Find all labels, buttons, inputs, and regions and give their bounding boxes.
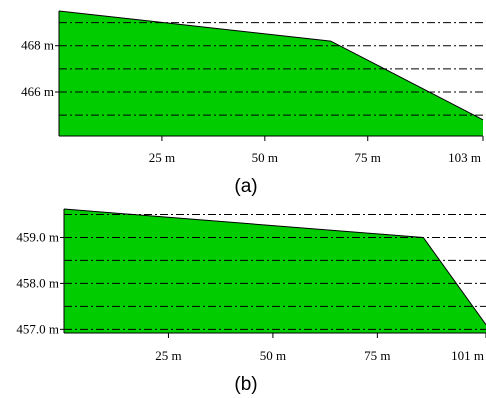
panel-caption-b: (b) xyxy=(234,374,257,395)
x-tick-label-b-1: 50 m xyxy=(260,348,286,363)
x-tick-label-a-3: 103 m xyxy=(448,150,481,165)
panel-caption-a: (a) xyxy=(234,176,257,197)
y-tick-label-a-1: 466 m xyxy=(21,84,54,99)
x-tick-label-a-0: 25 m xyxy=(149,150,175,165)
y-tick-label-b-2: 457.0 m xyxy=(16,321,59,336)
chart-panel-a: 468 m 466 m 25 m 50 m 75 m 103 m (a) xyxy=(21,10,484,197)
y-tick-label-b-1: 458.0 m xyxy=(16,275,59,290)
chart-panel-b: 459.0 m 458.0 m 457.0 m 25 m 50 m 75 m 101 m (b… xyxy=(16,208,486,395)
x-tick-label-b-2: 75 m xyxy=(364,348,390,363)
x-tick-label-b-3: 101 m xyxy=(451,348,484,363)
x-tick-label-a-1: 50 m xyxy=(252,150,278,165)
x-tick-label-a-2: 75 m xyxy=(355,150,381,165)
y-tick-label-b-0: 459.0 m xyxy=(16,229,59,244)
terrain-profile-line-a xyxy=(58,10,484,121)
x-tick-label-b-0: 25 m xyxy=(155,348,181,363)
y-tick-label-a-0: 468 m xyxy=(21,38,54,53)
terrain-area-b xyxy=(64,209,486,333)
terrain-area-a xyxy=(59,11,483,136)
